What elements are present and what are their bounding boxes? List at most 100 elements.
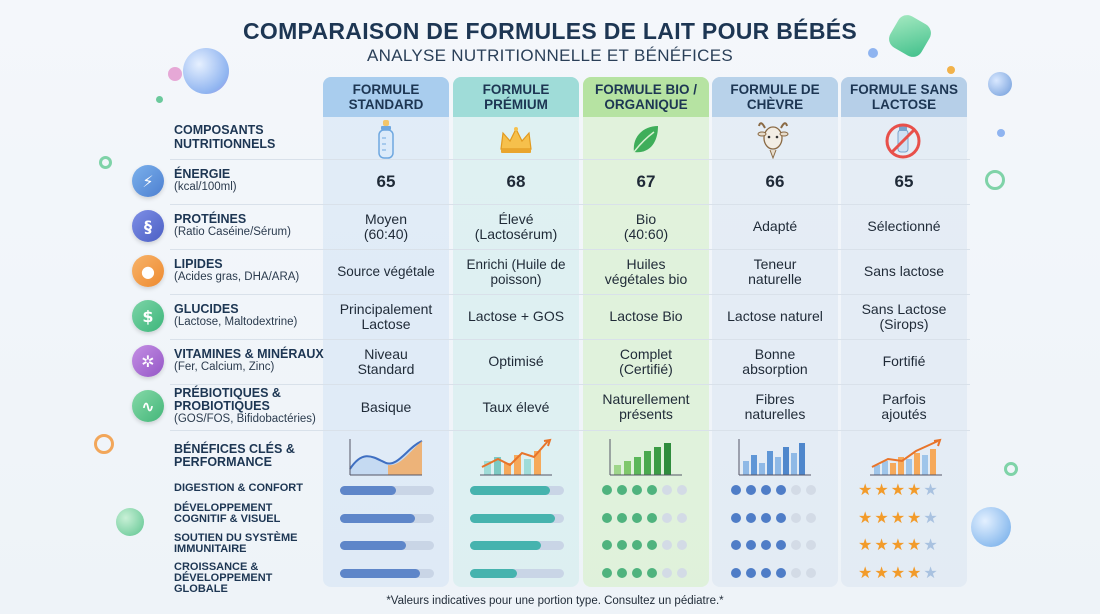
decor-ring [1004, 462, 1018, 476]
decor-bubble [971, 507, 1011, 547]
rating-dot [806, 485, 816, 495]
column-bg-goat [712, 77, 838, 587]
row-label-glucides: GLUCIDES (Lactose, Maltodextrine) [174, 303, 297, 329]
progress-bar-fill [340, 569, 420, 578]
star-icon: ★ [858, 563, 873, 582]
cell-value: Parfois ajoutés [881, 391, 927, 422]
column-header-standard: FORMULE STANDARD [323, 77, 449, 117]
row-subtitle: (GOS/FOS, Bifidobactéries) [174, 413, 316, 425]
row-subtitle: (Acides gras, DHA/ARA) [174, 271, 300, 283]
progress-bar-fill [340, 514, 416, 523]
progress-bar [470, 569, 564, 578]
row-divider [170, 294, 970, 295]
cell-value: Bio (40:60) [623, 210, 669, 242]
row-divider [170, 384, 970, 385]
rating-dot [731, 540, 741, 550]
progress-bar [340, 486, 434, 495]
rating-stars: ★ ★ ★ ★ ★ [858, 482, 938, 498]
row-title: GLUCIDES [174, 302, 239, 316]
cell-value: Niveau Standard [357, 345, 415, 377]
no-milk-icon [884, 122, 922, 160]
star-icon: ★ [907, 563, 922, 582]
rating-dot [791, 568, 801, 578]
row-title: VITAMINES & MINÉRAUX [174, 347, 324, 361]
row-subtitle: (Fer, Calcium, Zinc) [174, 361, 275, 373]
cell-value: Optimisé [488, 353, 544, 369]
rating-dot [632, 485, 642, 495]
rating-dot [662, 568, 672, 578]
cell-value: 65 [376, 172, 396, 191]
rating-dots [731, 540, 816, 550]
rating-dot [617, 485, 627, 495]
goat-icon [756, 120, 790, 160]
rating-dot [776, 568, 786, 578]
cell-value: 67 [636, 172, 656, 191]
row-label-proteines: PROTÉINES (Ratio Caséine/Sérum) [174, 213, 291, 239]
dollar-icon: $ [132, 300, 164, 332]
rating-dot [791, 513, 801, 523]
column-header-bio: FORMULE BIO / ORGANIQUE [583, 77, 709, 117]
rating-dot [776, 540, 786, 550]
rating-dot [677, 568, 687, 578]
progress-bar-fill [340, 541, 406, 550]
row-divider [170, 249, 970, 250]
progress-bar-fill [340, 486, 397, 495]
star-icon: ★ [890, 508, 906, 527]
progress-bar-fill [470, 569, 517, 578]
components-label-text: COMPOSANTS NUTRITIONNELS [174, 123, 276, 151]
progress-bar [470, 514, 564, 523]
benefit-label: CROISSANCE & DÉVELOPPEMENT GLOBALE [174, 561, 273, 595]
cell-value: 68 [506, 172, 526, 191]
star-icon: ★ [890, 535, 906, 554]
rating-dot [602, 540, 612, 550]
decor-ring [94, 434, 114, 454]
rating-dot [731, 513, 741, 523]
rating-dot [632, 568, 642, 578]
row-title: ÉNERGIE [174, 167, 231, 181]
row-divider [170, 339, 970, 340]
rating-dot [647, 485, 657, 495]
rating-dot [602, 485, 612, 495]
bacteria-icon: ∿ [132, 390, 164, 422]
rating-dot [791, 540, 801, 550]
column-header-goat: FORMULE DE CHÈVRE [712, 77, 838, 117]
rating-dot [761, 485, 771, 495]
crown-icon [498, 125, 534, 155]
progress-bar-fill [470, 514, 555, 523]
progress-bar [340, 569, 434, 578]
star-icon: ★ [923, 563, 938, 582]
row-title: PROTÉINES [174, 212, 247, 226]
row-title: PRÉBIOTIQUES & PROBIOTIQUES [174, 386, 281, 413]
rating-dot [806, 568, 816, 578]
cell-value: Enrichi (Huile de poisson) [466, 256, 566, 287]
rating-dot [746, 568, 756, 578]
star-icon: ★ [907, 508, 922, 527]
rating-dot [776, 485, 786, 495]
star-icon: ★ [923, 508, 938, 527]
rating-dot [746, 485, 756, 495]
rating-dot [632, 513, 642, 523]
progress-bar [470, 486, 564, 495]
star-icon: ★ [890, 563, 906, 582]
rating-dot [677, 540, 687, 550]
rating-stars: ★ ★ ★ ★ ★ [858, 510, 938, 526]
rating-dot [647, 540, 657, 550]
cell-value: Source végétale [337, 264, 435, 279]
rating-dot [617, 513, 627, 523]
trend-chart-premium [478, 437, 554, 477]
trend-chart-goat [737, 437, 813, 477]
rating-dot [791, 485, 801, 495]
rating-dots [602, 485, 687, 495]
page-subtitle: ANALYSE NUTRITIONNELLE ET BÉNÉFICES [366, 46, 733, 65]
cell-value: Principalement Lactose [339, 300, 433, 332]
decor-bubble [156, 96, 163, 103]
rating-dot [731, 568, 741, 578]
progress-bar [470, 541, 564, 550]
trend-chart-lactose-free [868, 437, 944, 477]
star-icon: ★ [874, 508, 889, 527]
cell-value: Fibres naturelles [744, 391, 806, 422]
star-icon: ★ [923, 535, 938, 554]
cell-value: Adapté [752, 218, 798, 234]
cell-value: Taux élevé [482, 398, 550, 415]
benefit-label: DÉVELOPPEMENT COGNITIF & VISUEL [174, 502, 281, 525]
